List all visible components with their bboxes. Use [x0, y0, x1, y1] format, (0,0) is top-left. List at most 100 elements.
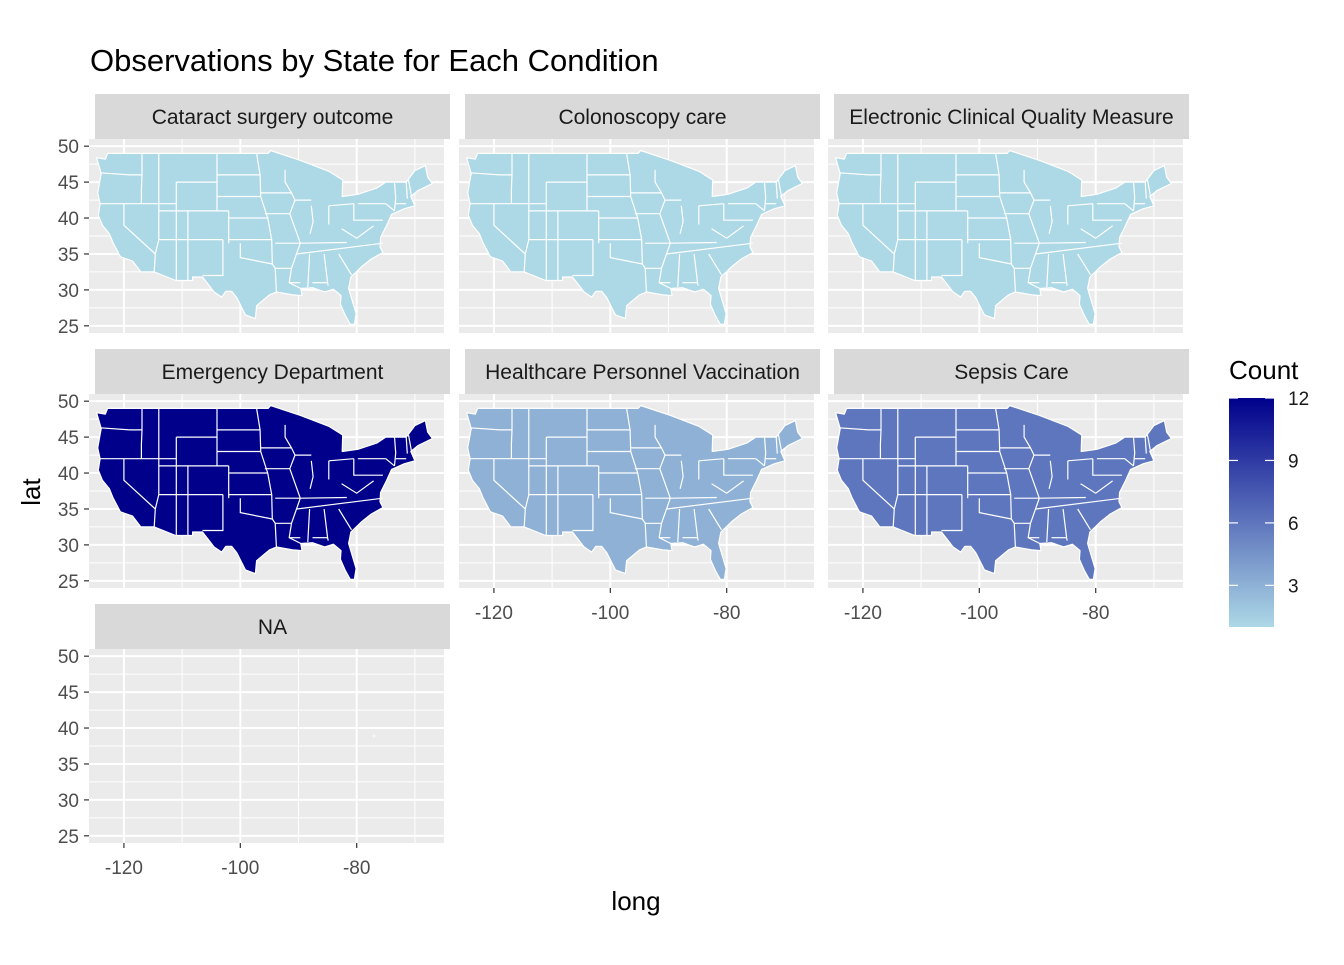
- x-axis-label: long: [611, 886, 660, 916]
- facet-panel: Healthcare Personnel Vaccination -120 -100…: [459, 349, 820, 624]
- state-border: [239, 498, 273, 520]
- state-border: [698, 203, 724, 207]
- state-border: [609, 243, 643, 265]
- state-border: [666, 497, 753, 510]
- state-border: [670, 241, 717, 244]
- y-tick-label: 30: [58, 281, 79, 302]
- facet-panel: Cataract surgery outcome 25 30 35 40 45 50: [58, 94, 450, 338]
- state-border: [123, 203, 156, 255]
- facet-strip: [95, 94, 450, 139]
- legend-title: Count: [1229, 355, 1299, 385]
- us-states-map: [835, 404, 1172, 580]
- state-border: [405, 182, 408, 199]
- state-border: [572, 494, 594, 532]
- state-border: [300, 496, 347, 499]
- x-tick-label: -120: [844, 603, 882, 624]
- x-tick-label: -100: [960, 603, 998, 624]
- state-border: [723, 203, 753, 221]
- state-border: [777, 434, 782, 451]
- y-tick-label: 35: [58, 245, 79, 266]
- state-border: [1035, 242, 1122, 255]
- state-border: [300, 241, 347, 244]
- y-tick-label: 40: [58, 209, 79, 230]
- y-tick-label: 50: [58, 392, 79, 413]
- state-border: [763, 437, 767, 466]
- us-states-map: [96, 404, 433, 580]
- us-states-map: [466, 404, 803, 580]
- state-border: [978, 243, 1012, 265]
- state-border: [1039, 241, 1086, 244]
- state-border: [123, 458, 156, 510]
- y-tick-label: 30: [58, 536, 79, 557]
- state-border: [1077, 253, 1092, 276]
- state-border: [284, 169, 302, 290]
- y-tick-label: 40: [58, 719, 79, 740]
- state-border: [470, 427, 512, 431]
- state-border: [341, 480, 374, 494]
- state-border: [1048, 460, 1053, 489]
- x-tick-label: -100: [221, 858, 259, 879]
- state-border: [777, 179, 782, 196]
- state-border: [1132, 182, 1136, 211]
- state-border: [572, 239, 594, 277]
- legend-tick-label: 3: [1288, 576, 1299, 597]
- state-border: [1080, 480, 1113, 494]
- state-border: [385, 203, 395, 212]
- facet-panel: Emergency Department 25 30 35 40 45 50: [58, 349, 450, 593]
- state-border: [328, 203, 354, 207]
- state-border: [1092, 203, 1122, 221]
- state-border: [1046, 508, 1050, 543]
- state-border: [995, 408, 1016, 548]
- state-border: [775, 437, 778, 454]
- state-border: [879, 153, 882, 204]
- state-border: [309, 460, 314, 489]
- us-states-map: [835, 149, 1172, 325]
- state-border: [1067, 458, 1093, 462]
- state-border: [1132, 437, 1136, 466]
- state-border: [296, 497, 383, 510]
- count-legend: Count 3 6 9 12: [1229, 355, 1309, 627]
- chart-title: Observations by State for Each Condition: [90, 43, 659, 78]
- state-border: [256, 408, 277, 548]
- state-border: [862, 458, 895, 510]
- state-border: [995, 153, 1016, 293]
- state-border: [763, 182, 767, 211]
- state-border: [1067, 203, 1093, 207]
- state-border: [679, 460, 684, 489]
- facet-strip-label: Colonoscopy care: [558, 106, 726, 129]
- state-border: [941, 239, 963, 277]
- y-tick-label: 25: [58, 827, 79, 848]
- state-border: [296, 242, 383, 255]
- facet-panel: NA 25 30 35 40 45 50 -120 -100 -80: [58, 604, 450, 879]
- y-tick-label: 25: [58, 572, 79, 593]
- state-border: [510, 408, 513, 459]
- y-tick-label: 40: [58, 464, 79, 485]
- y-tick-label: 35: [58, 500, 79, 521]
- state-border: [1046, 253, 1050, 288]
- facet-strip-label: Electronic Clinical Quality Measure: [849, 106, 1173, 129]
- state-border: [405, 437, 408, 454]
- state-border: [284, 424, 302, 545]
- facet-strip: [95, 604, 450, 649]
- state-border: [1146, 434, 1151, 451]
- x-tick-label: -80: [1082, 603, 1109, 624]
- state-border: [755, 203, 765, 212]
- state-border: [338, 508, 353, 531]
- state-border: [666, 242, 753, 255]
- state-border: [470, 172, 512, 176]
- state-border: [1023, 424, 1041, 545]
- facet-strip: [465, 94, 820, 139]
- state-border: [654, 424, 672, 545]
- state-border: [839, 427, 881, 431]
- state-border: [609, 498, 643, 520]
- state-border: [654, 169, 672, 290]
- state-border: [493, 458, 526, 510]
- state-border: [493, 203, 526, 255]
- state-border: [140, 153, 143, 204]
- state-border: [407, 179, 412, 196]
- state-border: [711, 225, 744, 239]
- state-border: [775, 182, 778, 199]
- state-border: [755, 458, 765, 467]
- state-border: [256, 153, 277, 293]
